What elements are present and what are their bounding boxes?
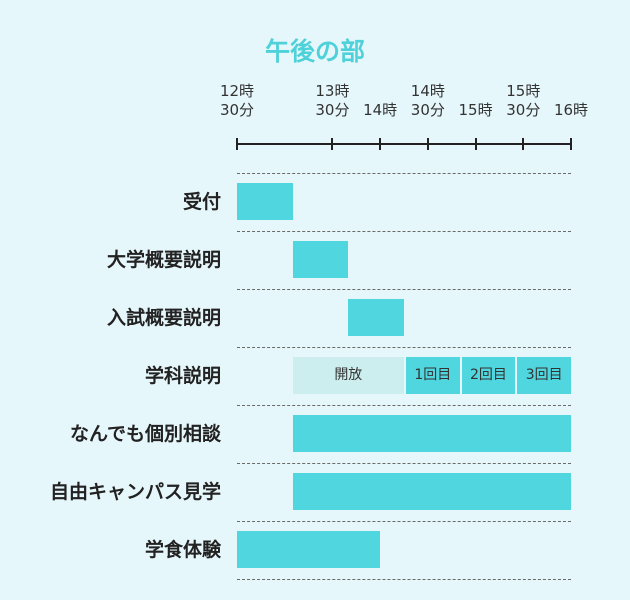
tick-label-hour: 16時 [553, 101, 589, 119]
tick-label-hour: 12時 [219, 82, 255, 100]
tick-label-minute: 30分 [506, 101, 541, 119]
row-label: 受付 [182, 191, 221, 213]
row-label: 大学概要説明 [106, 249, 221, 271]
open-segment: 開放 [292, 357, 404, 394]
tick-mark [474, 138, 477, 150]
schedule-bar [292, 241, 349, 278]
session-segment: 1回目 [404, 357, 460, 394]
tick-label: 12時 30分 [220, 82, 254, 120]
schedule-bar [292, 473, 571, 510]
schedule-bar [237, 183, 293, 220]
tick-label: 16時 [554, 101, 588, 120]
tick-label: 14時 [363, 101, 397, 120]
row-separator [237, 405, 571, 406]
row-label: 自由キャンパス見学 [49, 481, 221, 503]
tick-label-hour: 15時 [458, 101, 493, 119]
row-label: なんでも個別相談 [69, 423, 221, 445]
tick-mark [570, 138, 572, 150]
tick-mark [236, 138, 238, 150]
tick-mark [379, 138, 382, 150]
chart-title: 午後の部 [264, 37, 365, 66]
schedule-bar [292, 415, 571, 452]
row-separator [237, 521, 571, 522]
session-segment: 3回目 [515, 357, 571, 394]
row-label: 学科説明 [144, 365, 221, 387]
tick-mark [426, 138, 429, 150]
row-label: 入試概要説明 [106, 307, 221, 329]
row-separator [237, 347, 571, 348]
tick-label: 15時 [459, 101, 493, 120]
tick-label-minute: 30分 [219, 101, 255, 119]
row-separator [237, 463, 571, 464]
tick-label: 13時 30分 [315, 82, 349, 120]
session-segment: 2回目 [459, 357, 516, 394]
tick-label-hour: 15時 [506, 82, 541, 100]
tick-label-hour: 14時 [410, 82, 445, 100]
tick-label-minute: 30分 [410, 101, 445, 119]
row-separator [237, 231, 571, 232]
schedule-bar [348, 299, 404, 336]
tick-label-minute: 30分 [315, 101, 350, 119]
schedule-bar [237, 531, 381, 568]
row-separator [237, 173, 571, 174]
tick-label-hour: 14時 [363, 101, 398, 119]
row-separator [237, 289, 571, 290]
tick-mark [522, 138, 525, 150]
tick-label: 14時 30分 [411, 82, 445, 120]
tick-mark [331, 138, 334, 150]
axis-line [237, 143, 571, 145]
tick-label-hour: 13時 [315, 82, 350, 100]
row-separator [237, 579, 571, 580]
row-label: 学食体験 [144, 539, 221, 561]
tick-label: 15時 30分 [506, 82, 540, 120]
